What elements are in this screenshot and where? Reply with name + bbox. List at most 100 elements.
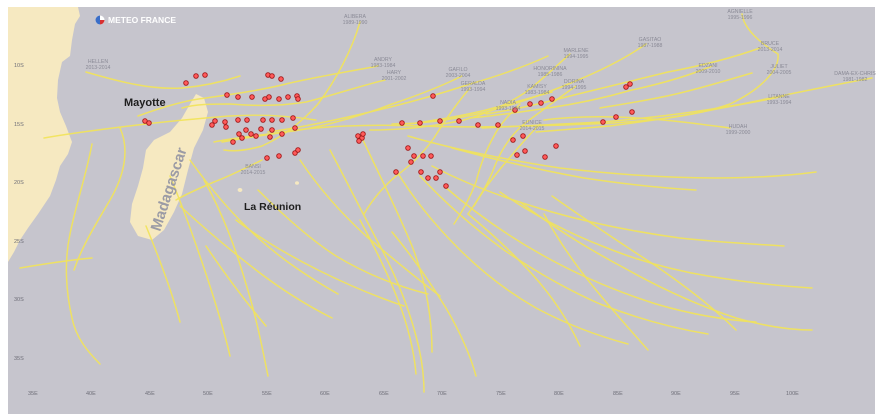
svg-text:HARY: HARY bbox=[387, 70, 402, 76]
latitude-labels: 10S 15S 20S 25S 30S 35S bbox=[14, 63, 24, 362]
marker bbox=[292, 125, 298, 131]
track bbox=[543, 213, 649, 351]
lat-label: 20S bbox=[14, 180, 24, 186]
svg-text:BRUCE: BRUCE bbox=[761, 41, 780, 47]
lat-label: 30S bbox=[14, 297, 24, 303]
marker bbox=[235, 94, 241, 100]
svg-text:1983-1984: 1983-1984 bbox=[525, 90, 550, 96]
svg-text:AGNIELLE: AGNIELLE bbox=[727, 9, 753, 15]
track bbox=[499, 191, 813, 289]
lon-label: 40E bbox=[86, 391, 96, 397]
marker bbox=[542, 154, 548, 160]
marker bbox=[417, 120, 423, 126]
marker bbox=[495, 122, 501, 128]
marker bbox=[269, 127, 275, 133]
track bbox=[363, 87, 471, 215]
marker bbox=[212, 118, 218, 124]
svg-text:2003-2004: 2003-2004 bbox=[446, 73, 471, 79]
lon-label: 85E bbox=[613, 391, 623, 397]
marker bbox=[356, 138, 362, 144]
svg-text:1989-1990: 1989-1990 bbox=[343, 20, 368, 26]
marker bbox=[437, 118, 443, 124]
marker bbox=[553, 143, 559, 149]
lon-label: 55E bbox=[262, 391, 272, 397]
lon-label: 50E bbox=[203, 391, 213, 397]
svg-text:1993-1994: 1993-1994 bbox=[461, 87, 486, 93]
svg-text:1993-1994: 1993-1994 bbox=[496, 106, 521, 112]
svg-text:2001-2002: 2001-2002 bbox=[382, 76, 407, 82]
marker bbox=[146, 120, 152, 126]
svg-text:1987-1988: 1987-1988 bbox=[638, 43, 663, 49]
svg-text:EUNICE: EUNICE bbox=[522, 120, 542, 126]
marker bbox=[430, 93, 436, 99]
track bbox=[221, 75, 463, 143]
svg-text:GAFILO: GAFILO bbox=[448, 67, 467, 73]
marker bbox=[278, 76, 284, 82]
track bbox=[409, 91, 553, 125]
svg-text:MARLENE: MARLENE bbox=[563, 48, 589, 54]
track bbox=[359, 219, 417, 375]
marker bbox=[538, 100, 544, 106]
track bbox=[599, 72, 753, 109]
marker bbox=[222, 119, 228, 125]
marker bbox=[527, 101, 533, 107]
track bbox=[391, 231, 477, 377]
track bbox=[535, 95, 785, 133]
track bbox=[443, 185, 757, 323]
marker bbox=[428, 153, 434, 159]
marker bbox=[267, 134, 273, 140]
track bbox=[137, 65, 379, 117]
lon-label: 80E bbox=[554, 391, 564, 397]
lat-label: 15S bbox=[14, 122, 24, 128]
svg-text:1994-1995: 1994-1995 bbox=[562, 85, 587, 91]
observation-markers bbox=[142, 72, 635, 189]
track bbox=[519, 201, 813, 331]
marker bbox=[405, 145, 411, 151]
marker bbox=[399, 120, 405, 126]
mayotte-label: Mayotte bbox=[124, 97, 166, 109]
cyclone-tracks bbox=[19, 13, 873, 393]
track bbox=[485, 47, 761, 115]
track bbox=[395, 169, 629, 345]
svg-text:JULIET: JULIET bbox=[770, 64, 788, 70]
svg-text:DORINA: DORINA bbox=[564, 79, 585, 85]
lon-label: 100E bbox=[786, 391, 799, 397]
svg-text:GERALDA: GERALDA bbox=[461, 81, 486, 87]
marker bbox=[266, 94, 272, 100]
track bbox=[181, 79, 386, 109]
svg-text:DAMA-EX-CHRIS: DAMA-EX-CHRIS bbox=[834, 71, 876, 77]
marker bbox=[260, 117, 266, 123]
track bbox=[169, 175, 231, 357]
track bbox=[431, 165, 785, 247]
svg-text:ALIBERA: ALIBERA bbox=[344, 14, 366, 20]
track bbox=[203, 179, 269, 377]
marker bbox=[408, 159, 414, 165]
svg-text:NADIA: NADIA bbox=[500, 100, 516, 106]
svg-text:2013-2014: 2013-2014 bbox=[86, 65, 111, 71]
lon-label: 70E bbox=[437, 391, 447, 397]
marker bbox=[420, 153, 426, 159]
marker bbox=[285, 94, 291, 100]
marker bbox=[456, 118, 462, 124]
svg-text:LITANNE: LITANNE bbox=[768, 94, 790, 100]
svg-text:2014-2015: 2014-2015 bbox=[241, 170, 266, 176]
svg-text:HELLEN: HELLEN bbox=[88, 59, 108, 65]
marker bbox=[425, 175, 431, 181]
marker bbox=[613, 114, 619, 120]
marker bbox=[224, 92, 230, 98]
track bbox=[551, 195, 737, 331]
marker bbox=[276, 96, 282, 102]
brand-name: METEO FRANCE bbox=[108, 15, 176, 25]
marker bbox=[623, 84, 629, 90]
marker bbox=[264, 155, 270, 161]
marker bbox=[433, 175, 439, 181]
lon-label: 90E bbox=[671, 391, 681, 397]
